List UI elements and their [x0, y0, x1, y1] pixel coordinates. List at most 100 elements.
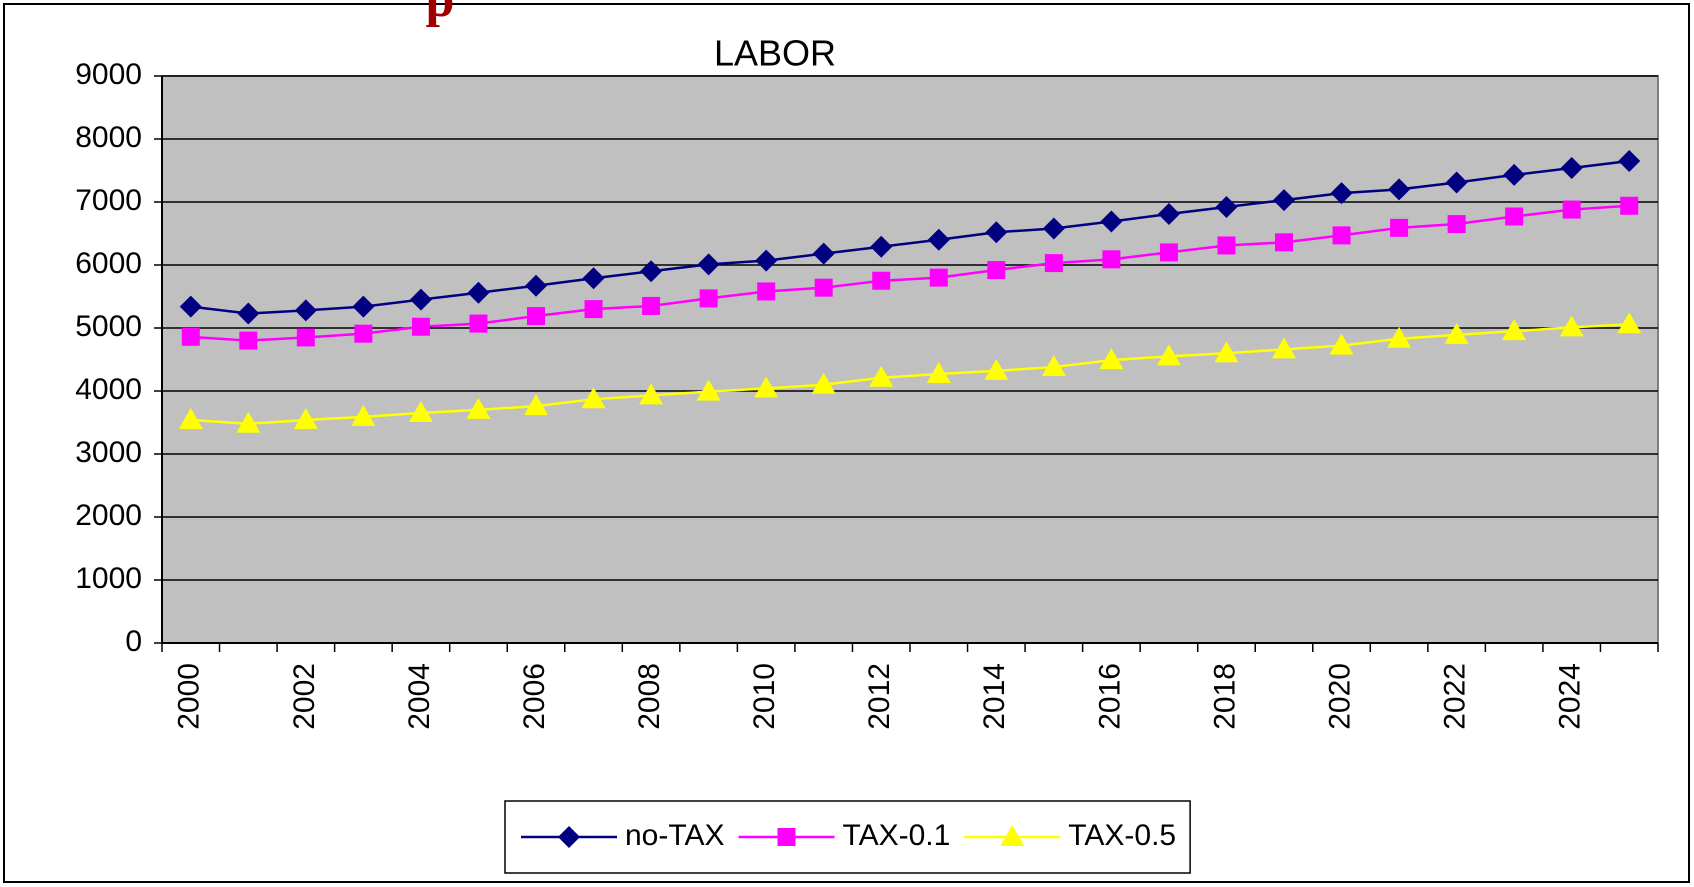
marker — [1390, 218, 1409, 237]
marker — [1214, 341, 1239, 363]
marker — [870, 235, 893, 258]
marker — [293, 407, 318, 429]
marker — [811, 372, 836, 394]
marker — [1329, 333, 1354, 355]
marker — [1387, 326, 1412, 348]
marker — [1330, 182, 1353, 205]
legend-label: TAX-0.5 — [1068, 819, 1176, 852]
marker — [1000, 825, 1025, 846]
chart-title: LABOR — [714, 33, 836, 74]
marker — [352, 295, 375, 318]
x-tick-label: 2000 — [173, 663, 206, 730]
annotation: p — [426, 0, 455, 28]
marker — [1044, 254, 1063, 273]
marker — [754, 376, 779, 398]
marker — [1217, 236, 1236, 255]
marker — [1617, 312, 1642, 334]
series-line — [190, 322, 1630, 426]
marker — [639, 383, 664, 405]
x-tick-label: 2014 — [978, 663, 1011, 730]
marker — [777, 828, 796, 846]
marker — [696, 379, 721, 401]
marker — [987, 261, 1006, 280]
y-tick-label: 8000 — [75, 121, 142, 154]
y-tick-label: 7000 — [75, 184, 142, 217]
marker — [524, 394, 548, 416]
marker — [1159, 243, 1178, 262]
marker — [929, 268, 948, 287]
y-tick-label: 2000 — [75, 499, 142, 532]
y-tick-label: 5000 — [75, 310, 142, 343]
marker — [1618, 150, 1641, 173]
marker — [927, 228, 950, 251]
marker — [1444, 322, 1469, 344]
marker — [1157, 202, 1180, 225]
marker — [1100, 210, 1123, 233]
marker — [812, 242, 835, 265]
x-tick-label: 2018 — [1208, 663, 1241, 730]
x-tick-label: 2022 — [1439, 663, 1472, 730]
marker — [697, 253, 720, 276]
marker — [757, 282, 776, 301]
series-line — [190, 204, 1630, 342]
marker — [985, 221, 1008, 244]
marker — [178, 407, 203, 429]
marker — [1332, 226, 1351, 245]
marker — [1275, 233, 1293, 252]
marker — [179, 295, 202, 318]
marker — [181, 327, 200, 346]
x-tick-label: 2006 — [518, 663, 551, 730]
legend — [504, 800, 1191, 874]
marker — [409, 288, 432, 311]
marker — [642, 296, 661, 315]
marker — [1447, 215, 1466, 234]
marker — [294, 299, 317, 322]
marker — [872, 271, 891, 290]
marker — [527, 307, 545, 326]
x-tick-label: 2010 — [748, 663, 781, 730]
marker — [1503, 163, 1526, 186]
marker — [926, 361, 951, 383]
y-tick-label: 1000 — [75, 562, 142, 595]
marker — [1560, 156, 1583, 179]
plot-area — [161, 75, 1659, 644]
marker — [239, 331, 258, 350]
marker — [1273, 189, 1295, 212]
marker — [582, 267, 605, 290]
marker — [1620, 196, 1639, 215]
legend-label: no-TAX — [625, 819, 724, 852]
marker — [1041, 355, 1066, 377]
marker — [354, 324, 373, 343]
marker — [1215, 196, 1238, 219]
marker — [640, 260, 663, 283]
marker — [469, 314, 488, 333]
marker — [755, 249, 778, 272]
x-tick-label: 2004 — [403, 663, 436, 730]
marker — [814, 278, 833, 297]
y-tick-label: 4000 — [75, 373, 142, 406]
marker — [351, 404, 376, 426]
y-tick-label: 6000 — [75, 247, 142, 280]
x-tick-label: 2012 — [863, 663, 896, 730]
marker — [1562, 200, 1581, 219]
marker — [584, 300, 603, 319]
y-tick-label: 3000 — [75, 436, 142, 469]
marker — [1099, 348, 1124, 370]
marker — [408, 401, 433, 423]
marker — [1272, 337, 1296, 359]
marker — [1505, 207, 1524, 226]
marker — [1102, 250, 1121, 269]
marker — [1445, 171, 1468, 194]
marker — [1156, 344, 1181, 366]
marker — [1388, 178, 1411, 201]
marker — [699, 289, 718, 308]
marker — [558, 826, 580, 848]
marker — [1559, 315, 1584, 337]
x-tick-label: 2008 — [633, 663, 666, 730]
marker — [1502, 319, 1527, 341]
y-tick-label: 0 — [125, 625, 142, 658]
legend-label: TAX-0.1 — [842, 819, 950, 852]
x-tick-label: 2016 — [1093, 663, 1126, 730]
marker — [466, 397, 491, 419]
